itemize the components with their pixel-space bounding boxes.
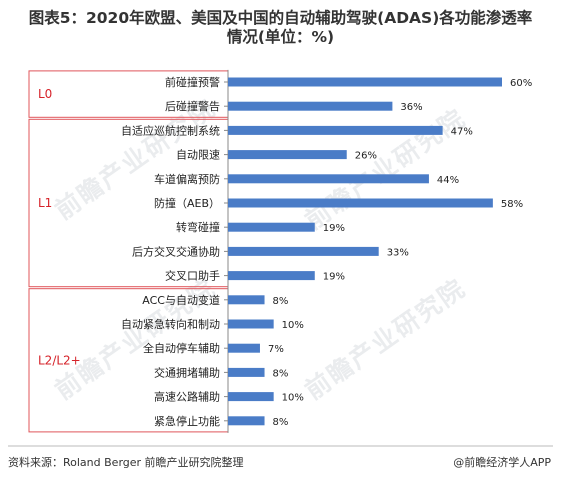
bar <box>228 150 347 160</box>
bar <box>228 198 493 208</box>
bar <box>228 77 502 87</box>
bar <box>228 101 393 111</box>
category-label: 防撞（AEB） <box>154 196 220 210</box>
data-label: 8% <box>273 417 289 428</box>
data-label: 7% <box>268 344 284 355</box>
bar <box>228 271 315 281</box>
category-label: 自动限速 <box>176 149 220 162</box>
bar <box>228 367 265 377</box>
source-note: 资料来源：Roland Berger 前瞻产业研究院整理 <box>8 456 244 469</box>
data-label: 58% <box>501 199 523 210</box>
data-label: 47% <box>451 126 473 137</box>
group-label-0: L0 <box>38 87 52 101</box>
category-label: 紧急停止功能 <box>154 414 220 428</box>
brand-credit: @前瞻经济学人APP <box>453 456 551 469</box>
category-label: ACC与自动变道 <box>142 293 220 307</box>
category-label: 转弯碰撞 <box>176 220 220 234</box>
data-label: 44% <box>437 175 459 186</box>
bar <box>228 174 429 184</box>
category-label: 交叉口助手 <box>165 269 220 283</box>
chart-title-line2: 情况(单位：%) <box>226 28 335 46</box>
data-label: 60% <box>510 78 532 89</box>
bar <box>228 222 315 232</box>
data-label: 8% <box>273 368 289 379</box>
data-label: 10% <box>282 393 304 404</box>
group-label-1: L1 <box>38 196 52 210</box>
chart-title-line1: 图表5：2020年欧盟、美国及中国的自动辅助驾驶(ADAS)各功能渗透率 <box>28 9 533 27</box>
data-label: 10% <box>282 320 304 331</box>
data-label: 33% <box>387 247 409 258</box>
bar <box>228 343 260 353</box>
bar <box>228 416 265 426</box>
data-label: 19% <box>323 223 345 234</box>
bar <box>228 319 274 329</box>
data-label: 8% <box>273 296 289 307</box>
category-label: 自适应巡航控制系统 <box>121 123 220 137</box>
category-label: 全自动停车辅助 <box>143 341 220 355</box>
bar <box>228 392 274 402</box>
bar <box>228 295 265 305</box>
data-label: 19% <box>323 272 345 283</box>
bar <box>228 246 379 256</box>
data-label: 36% <box>400 102 422 113</box>
category-label: 交通拥堵辅助 <box>154 365 220 379</box>
category-label: 后碰撞警告 <box>165 99 220 113</box>
category-label: 后方交叉交通协助 <box>132 244 220 258</box>
bar <box>228 125 443 135</box>
category-label: 前碰撞预警 <box>165 75 220 89</box>
category-label: 自动紧急转向和制动 <box>121 317 220 331</box>
category-label: 车道偏离预防 <box>154 172 220 186</box>
group-label-2: L2/L2+ <box>38 353 81 367</box>
data-label: 26% <box>355 151 377 162</box>
category-label: 高速公路辅助 <box>154 390 220 404</box>
